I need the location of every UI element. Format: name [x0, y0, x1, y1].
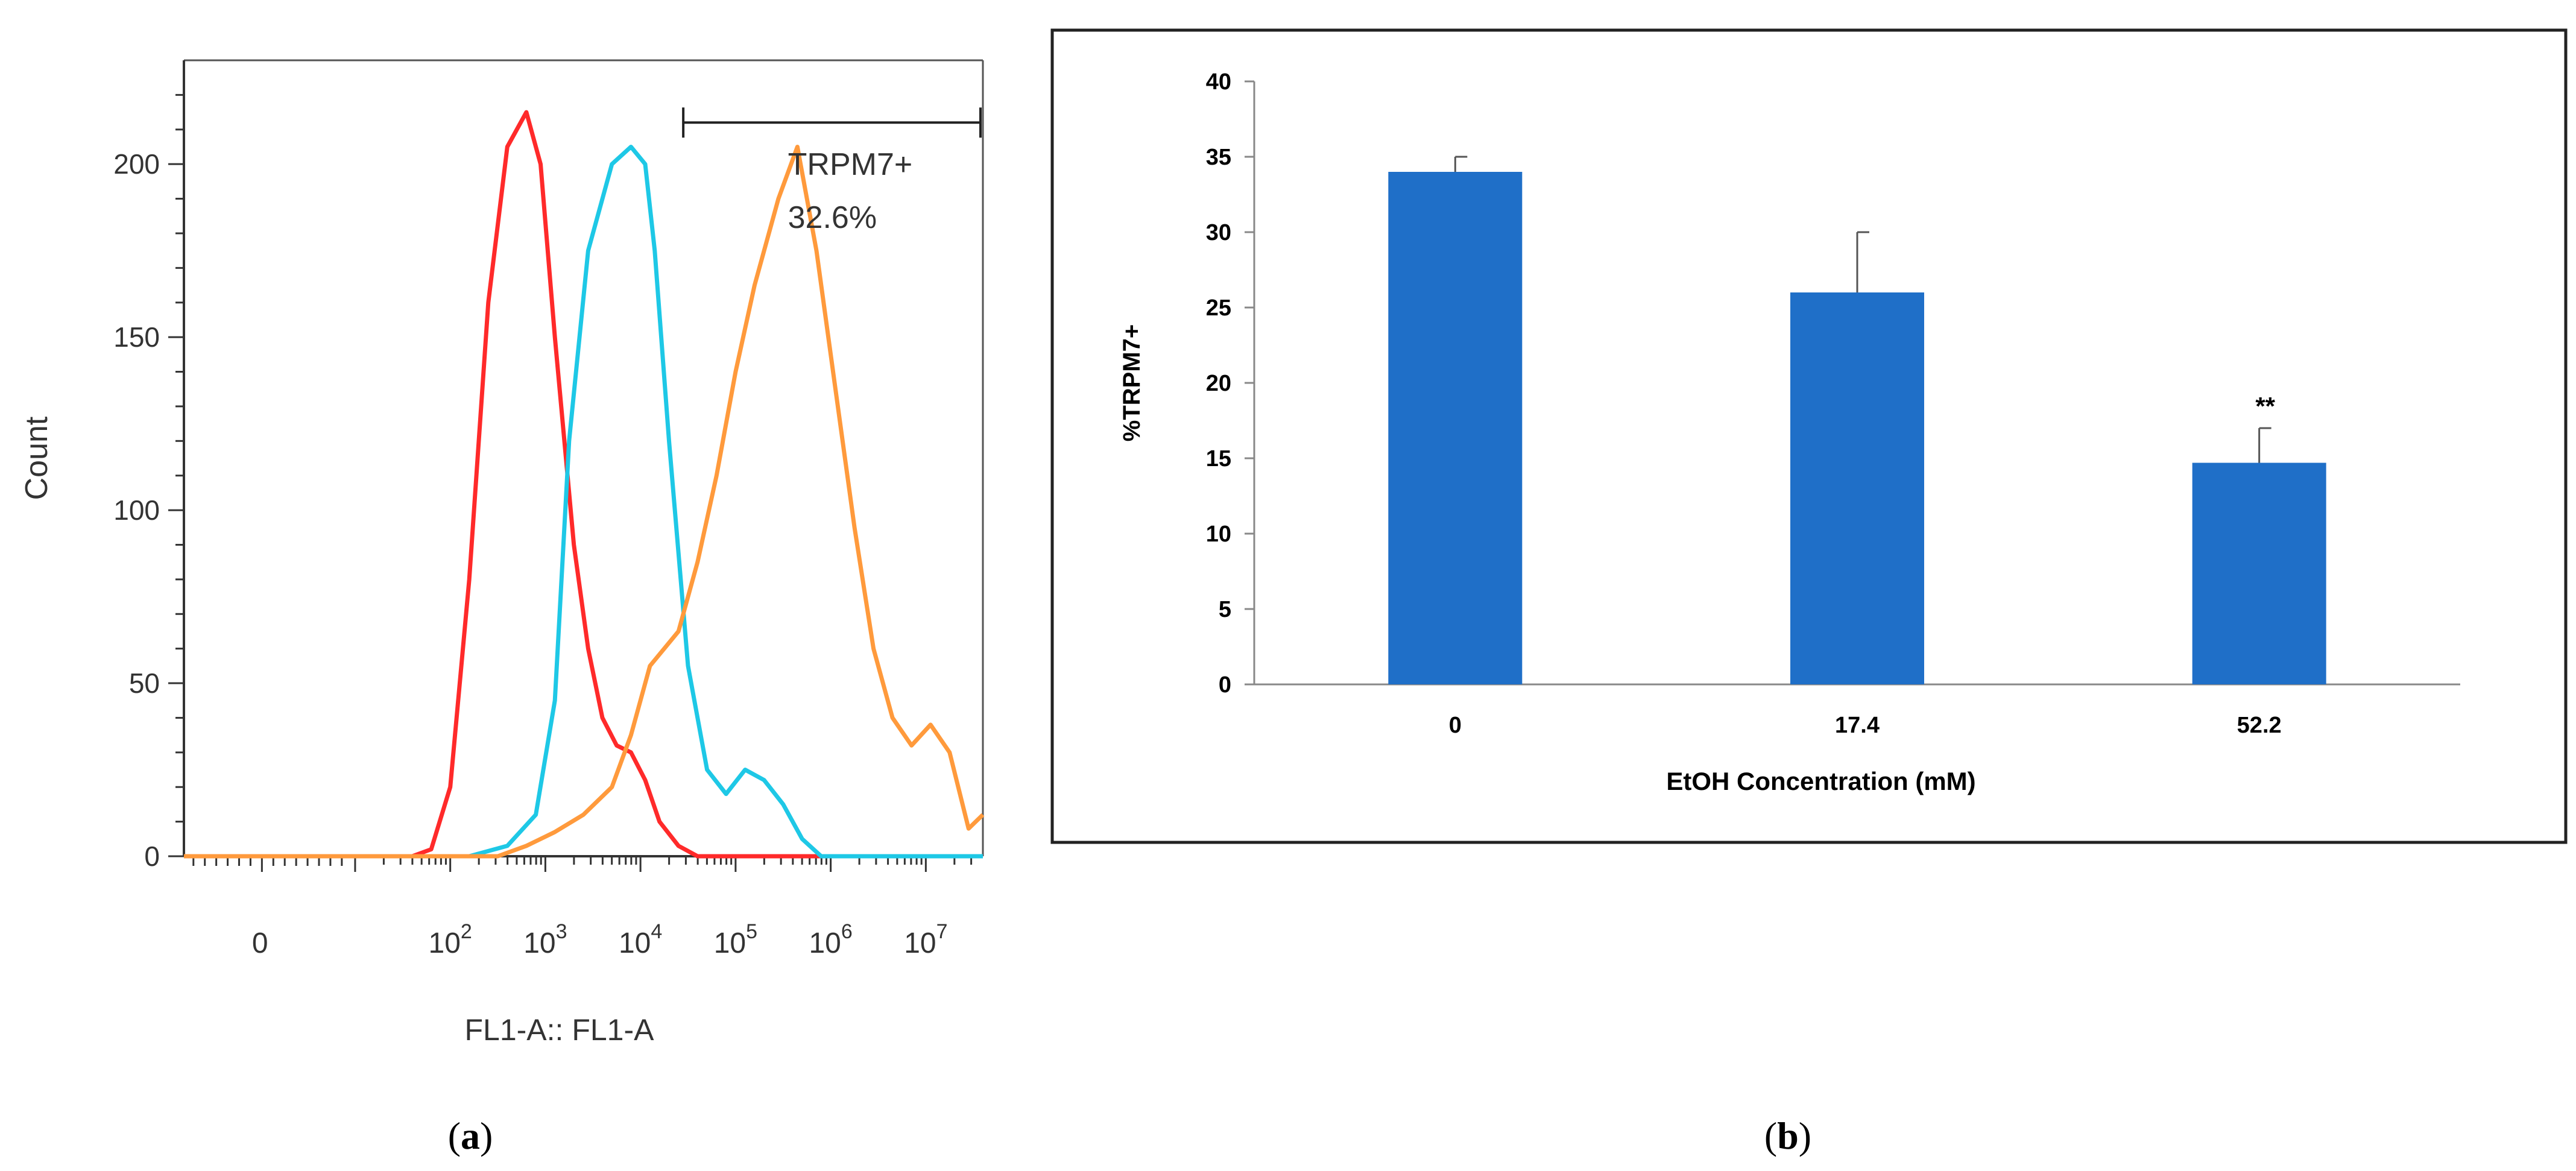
caption-close-paren: )	[480, 1114, 493, 1157]
x-axis-label: EtOH Concentration (mM)	[1666, 767, 1975, 795]
svg-text:(b): (b)	[1764, 1114, 1811, 1157]
bar-chart-panel: 0 5 10 15 20 25 30 35 40 0 17.4 ** 52.2 %TRPM7+ EtOH C…	[1050, 28, 2568, 844]
caption-letter-b: b	[1777, 1114, 1799, 1157]
x-tick-base: 0	[252, 927, 268, 959]
y-axis-label: Count	[19, 416, 54, 500]
x-tick-base: 10	[904, 927, 936, 959]
y-tick-label: 150	[113, 321, 160, 353]
x-tick-base: 10	[523, 927, 555, 959]
x-tick-label: 17.4	[1835, 713, 1880, 738]
x-tick-exponent: 7	[936, 920, 948, 943]
x-tick-label: 52.2	[2237, 713, 2282, 738]
x-tick-label: 104	[619, 920, 662, 959]
histogram-red-line	[184, 110, 983, 859]
x-tick-label: 0	[1449, 713, 1462, 738]
x-axis-label: FL1-A:: FL1-A	[465, 1013, 655, 1047]
bar-52.2[interactable]	[2192, 462, 2326, 685]
histogram-cyan-line	[184, 145, 983, 859]
x-tick-label: 0	[252, 927, 268, 959]
x-tick-exponent: 2	[461, 920, 472, 943]
panel-a-caption: (a)	[448, 1114, 493, 1157]
y-tick-label: 5	[1219, 597, 1231, 622]
x-tick-exponent: 6	[841, 920, 853, 943]
x-tick-exponent: 4	[651, 920, 662, 943]
y-tick-label: 35	[1206, 145, 1231, 170]
y-tick-label: 25	[1206, 295, 1231, 321]
y-axis-label: %TRPM7+	[1119, 324, 1145, 442]
y-tick-label: 50	[129, 668, 160, 699]
caption-open-paren: (	[448, 1114, 461, 1157]
x-tick-label: 102	[429, 920, 472, 959]
x-tick-base: 10	[809, 927, 841, 959]
caption-close-paren: )	[1799, 1114, 1811, 1157]
caption-open-paren: (	[1764, 1114, 1777, 1157]
significance-marker: **	[2255, 392, 2275, 420]
x-tick-label: 105	[714, 920, 757, 959]
y-tick-label: 40	[1206, 69, 1231, 95]
y-tick-label: 15	[1206, 446, 1231, 472]
histogram-orange-line	[184, 145, 985, 859]
panel-b-caption: (b)	[1764, 1114, 1811, 1157]
y-tick-label: 0	[144, 841, 160, 872]
svg-text:(a): (a)	[448, 1114, 493, 1157]
bar-17.4[interactable]	[1790, 292, 1924, 684]
x-tick-exponent: 5	[746, 920, 757, 943]
x-tick-base: 10	[714, 927, 746, 959]
x-tick-label: 106	[809, 920, 852, 959]
y-tick-label: 20	[1206, 371, 1231, 396]
y-tick-label: 100	[113, 494, 160, 526]
gate-percent: 32.6%	[788, 200, 877, 235]
caption-letter-a: a	[461, 1114, 480, 1157]
x-tick-base: 10	[429, 927, 461, 959]
x-tick-base: 10	[619, 927, 651, 959]
y-tick-label: 10	[1206, 522, 1231, 547]
y-tick-label: 30	[1206, 220, 1231, 245]
y-tick-label: 200	[113, 148, 160, 180]
bar-0[interactable]	[1388, 172, 1523, 684]
gate-label: TRPM7+	[788, 147, 913, 182]
y-tick-label: 0	[1219, 672, 1231, 698]
x-tick-exponent: 3	[556, 920, 567, 943]
x-tick-label: 103	[523, 920, 567, 959]
x-tick-label: 107	[904, 920, 947, 959]
